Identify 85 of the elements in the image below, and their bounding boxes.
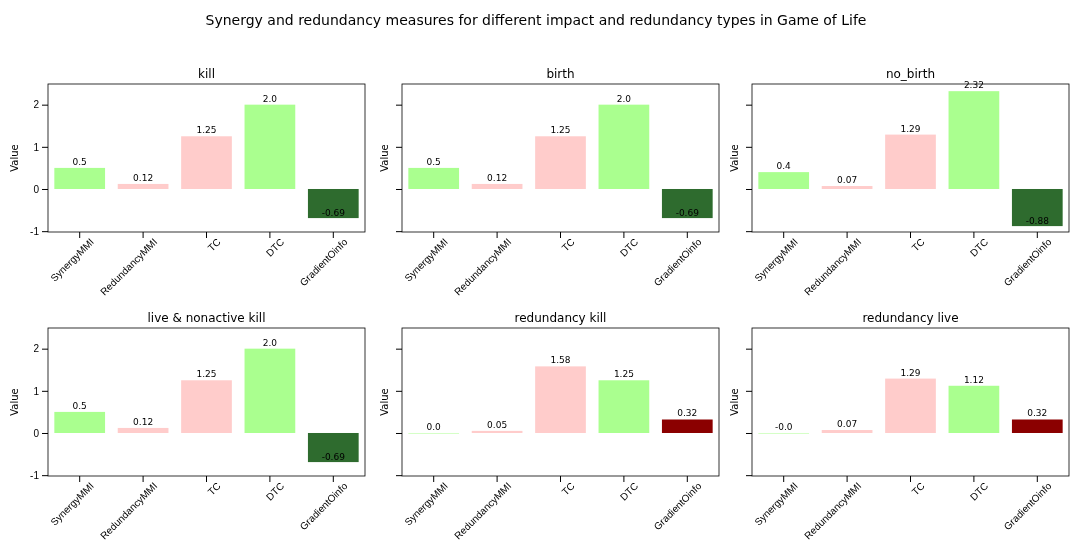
x-tick-label: TC [559,236,577,254]
data-label: 0.07 [837,175,858,186]
bar [181,136,232,189]
data-label: 2.0 [262,337,278,348]
data-label: 0.5 [72,156,87,167]
y-tick-label: 0 [33,427,40,439]
bar [307,432,359,463]
data-label: 0.32 [1027,408,1048,419]
data-label: 2.0 [262,93,278,104]
bar [821,430,873,433]
bar [758,172,810,189]
data-label: -0.69 [321,452,346,463]
bar [471,183,523,189]
x-tick-label: TC [205,236,223,254]
bar [244,348,296,433]
bar [1011,188,1063,227]
y-tick-label: 2 [33,99,40,111]
x-tick-label: TC [909,236,927,254]
x-tick-label: TC [559,480,577,498]
data-label: 0.12 [487,172,508,183]
chart-title: redundancy live [862,311,959,325]
data-label: 0.12 [133,416,154,427]
data-label: 1.25 [196,369,217,380]
y-axis-title: Value [379,144,390,172]
data-label: 1.25 [550,125,571,136]
x-tick-label: TC [909,480,927,498]
bar [598,104,650,189]
x-tick-label: TC [205,480,223,498]
bar [661,419,713,433]
bar [307,188,359,219]
bar [885,134,936,189]
data-label: 1.25 [613,369,634,380]
data-label: 0.12 [133,172,154,183]
chart-title: no_birth [885,67,936,81]
data-label: -0.88 [1025,216,1050,227]
y-tick-label: -1 [30,225,40,237]
bar [54,167,106,189]
data-label: -0.69 [321,208,346,219]
bar [948,385,1000,433]
data-label: 1.12 [963,374,984,385]
bar [948,91,1000,189]
bar [181,380,232,433]
data-label: -0.69 [675,208,700,219]
bar [1011,419,1063,433]
bar [117,183,169,189]
bar [535,366,586,433]
y-tick-label: 0 [33,183,40,195]
data-label: 1.25 [196,125,217,136]
y-axis-title: Value [9,144,20,172]
bar [661,188,713,219]
bar [244,104,296,189]
bar [117,427,169,433]
data-label: 0.4 [776,161,792,172]
data-label: -0.0 [774,421,793,432]
bar [535,136,586,189]
y-axis-title: Value [9,388,20,416]
data-label: 0.07 [837,419,858,430]
bar [408,167,460,189]
data-label: 2.0 [616,93,632,104]
data-label: 0.5 [426,156,441,167]
bar [598,380,650,433]
y-tick-label: 1 [33,141,40,153]
data-label: 1.58 [550,355,571,366]
y-axis-title: Value [379,388,390,416]
bar [471,430,523,433]
y-axis-title: Value [729,144,740,172]
data-label: 0.0 [426,421,442,432]
chart-title: redundancy kill [514,311,607,325]
y-tick-label: 1 [33,385,40,397]
data-label: 0.32 [677,408,698,419]
data-label: 2.32 [963,80,984,91]
chart-title: kill [198,67,215,81]
text: Synergy and redundancy measures for different impact and redundancy types in Game of Life [205,12,867,28]
y-axis-title: Value [729,388,740,416]
chart-title: birth [546,67,575,81]
data-label: 1.29 [900,123,921,134]
chart-title: live & nonactive kill [147,311,266,325]
data-label: 0.05 [487,419,508,430]
bar [54,411,106,433]
data-label: 1.29 [900,367,921,378]
data-label: 0.5 [72,400,87,411]
y-tick-label: -1 [30,469,40,481]
y-tick-label: 2 [33,343,40,355]
bar [821,186,873,189]
bar [885,378,936,433]
